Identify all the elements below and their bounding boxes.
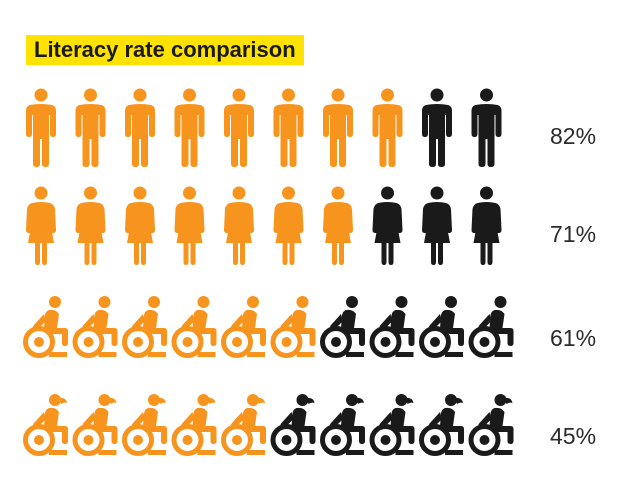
wheelchair-woman-icon [125, 394, 168, 455]
chart-title: Literacy rate comparison [26, 35, 304, 65]
man-icon [323, 88, 353, 167]
percent-label: 82% [550, 123, 596, 149]
woman-icon [273, 186, 304, 265]
wheelchair-woman-icon [422, 394, 465, 455]
woman-icon [174, 186, 205, 265]
pictogram-row: 45% [26, 394, 596, 455]
wheelchair-woman-icon [174, 394, 217, 455]
wheelchair-man-icon [75, 296, 118, 357]
man-icon [75, 88, 106, 167]
wheelchair-man-icon [471, 296, 514, 357]
wheelchair-woman-icon [224, 394, 267, 455]
man-icon [125, 88, 155, 167]
man-icon [26, 88, 56, 167]
wheelchair-woman-icon [372, 394, 415, 455]
wheelchair-man-icon [174, 296, 217, 357]
percent-label: 71% [550, 221, 596, 247]
man-icon [174, 88, 205, 167]
wheelchair-man-icon [372, 296, 415, 357]
man-icon [471, 88, 502, 167]
man-icon [273, 88, 304, 167]
wheelchair-man-icon [26, 296, 69, 357]
percent-label: 61% [550, 325, 596, 351]
woman-icon [422, 186, 452, 265]
wheelchair-woman-icon [75, 394, 118, 455]
percent-label: 45% [550, 423, 596, 449]
man-icon [224, 88, 254, 167]
wheelchair-woman-icon [26, 394, 69, 455]
wheelchair-man-icon [422, 296, 465, 357]
wheelchair-man-icon [224, 296, 267, 357]
woman-icon [75, 186, 106, 265]
pictogram-row: 71% [26, 186, 596, 265]
woman-icon [372, 186, 403, 265]
woman-icon [26, 186, 56, 265]
wheelchair-man-icon [273, 296, 316, 357]
wheelchair-man-icon [323, 296, 366, 357]
man-icon [422, 88, 452, 167]
woman-icon [224, 186, 254, 265]
pictogram-row: 82% [26, 88, 596, 167]
wheelchair-woman-icon [323, 394, 366, 455]
woman-icon [323, 186, 353, 265]
wheelchair-man-icon [125, 296, 168, 357]
woman-icon [125, 186, 155, 265]
woman-icon [471, 186, 502, 265]
wheelchair-woman-icon [471, 394, 514, 455]
pictogram-row: 61% [26, 296, 596, 357]
wheelchair-woman-icon [273, 394, 316, 455]
man-icon [372, 88, 403, 167]
